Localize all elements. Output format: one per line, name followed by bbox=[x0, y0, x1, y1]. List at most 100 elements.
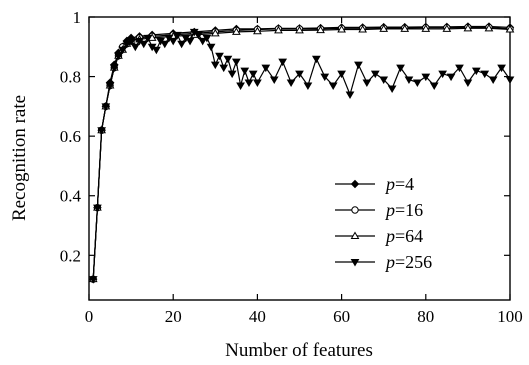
data-point bbox=[413, 79, 422, 88]
data-point bbox=[379, 24, 389, 32]
data-point bbox=[151, 46, 161, 55]
data-point bbox=[404, 76, 414, 85]
series-line bbox=[92, 27, 511, 280]
data-point bbox=[160, 40, 170, 49]
data-point bbox=[227, 70, 237, 79]
data-point bbox=[345, 91, 355, 99]
data-point bbox=[244, 79, 254, 88]
data-point bbox=[358, 25, 368, 33]
data-point bbox=[114, 52, 123, 61]
legend-label: p=64 bbox=[384, 226, 423, 246]
data-point bbox=[463, 23, 473, 32]
data-point bbox=[253, 26, 262, 35]
legend-label: p=16 bbox=[384, 200, 423, 220]
legend-marker bbox=[350, 231, 360, 239]
data-point bbox=[278, 58, 288, 67]
data-point bbox=[210, 61, 220, 70]
data-point bbox=[253, 79, 262, 88]
data-point bbox=[248, 70, 258, 79]
data-point bbox=[122, 40, 132, 49]
data-point bbox=[429, 82, 439, 91]
data-point bbox=[126, 37, 136, 46]
data-point bbox=[379, 76, 389, 85]
x-tick-label: 0 bbox=[85, 307, 94, 326]
data-point bbox=[143, 34, 153, 43]
data-point bbox=[185, 37, 195, 46]
data-point bbox=[400, 24, 410, 32]
data-point bbox=[505, 25, 515, 33]
data-point bbox=[168, 37, 178, 46]
data-point bbox=[295, 70, 304, 79]
y-tick-label: 1 bbox=[73, 8, 82, 27]
legend-marker bbox=[350, 179, 360, 189]
series-1 bbox=[89, 23, 514, 283]
data-point bbox=[173, 31, 182, 40]
data-point bbox=[194, 31, 203, 40]
data-point bbox=[328, 82, 338, 91]
data-point bbox=[320, 73, 330, 82]
data-point bbox=[295, 25, 304, 34]
data-point bbox=[446, 73, 456, 82]
data-point bbox=[202, 34, 212, 43]
data-point bbox=[210, 28, 220, 37]
legend-marker bbox=[350, 259, 360, 267]
x-axis-title: Number of features bbox=[225, 340, 373, 361]
data-point bbox=[484, 23, 494, 32]
data-point bbox=[396, 64, 405, 73]
data-point bbox=[93, 204, 102, 213]
series-0 bbox=[89, 22, 515, 284]
data-point bbox=[88, 276, 98, 284]
series-2 bbox=[88, 23, 515, 283]
data-point bbox=[118, 46, 128, 55]
data-point bbox=[261, 64, 271, 73]
data-point bbox=[337, 25, 346, 33]
data-point bbox=[354, 61, 363, 70]
data-point bbox=[101, 103, 111, 111]
data-point bbox=[269, 76, 279, 85]
data-point bbox=[274, 25, 283, 34]
legend: p=4 p=16 p=64 p=256 bbox=[335, 174, 432, 272]
data-point bbox=[337, 70, 346, 79]
y-axis-ticks: 0.2 0.4 0.6 0.8 1 bbox=[60, 8, 510, 265]
data-point bbox=[130, 43, 140, 52]
legend-entry: p=64 bbox=[335, 226, 423, 246]
series-layer bbox=[88, 22, 515, 284]
data-point bbox=[206, 43, 216, 52]
x-tick-label: 40 bbox=[249, 307, 266, 326]
series-line bbox=[92, 30, 511, 280]
x-tick-label: 20 bbox=[165, 307, 182, 326]
y-tick-label: 0.8 bbox=[60, 68, 81, 87]
data-point bbox=[488, 76, 498, 85]
data-point bbox=[286, 79, 296, 88]
data-point bbox=[316, 25, 325, 34]
data-point bbox=[303, 82, 313, 91]
data-point bbox=[109, 64, 119, 73]
data-point bbox=[219, 64, 229, 73]
x-tick-label: 100 bbox=[497, 307, 523, 326]
legend-label: p=4 bbox=[384, 174, 414, 194]
data-point bbox=[442, 24, 452, 32]
series-line bbox=[92, 26, 511, 280]
legend-entry: p=256 bbox=[335, 252, 432, 272]
data-point bbox=[240, 67, 250, 76]
y-tick-label: 0.2 bbox=[60, 246, 81, 265]
data-point bbox=[455, 64, 464, 73]
data-point bbox=[471, 67, 481, 76]
data-point bbox=[198, 37, 208, 46]
y-tick-label: 0.4 bbox=[60, 187, 82, 206]
data-point bbox=[421, 73, 431, 82]
data-point bbox=[97, 127, 107, 135]
data-point bbox=[421, 24, 431, 32]
data-point bbox=[231, 27, 241, 35]
data-point bbox=[215, 52, 224, 61]
data-point bbox=[463, 79, 473, 88]
data-point bbox=[505, 76, 515, 85]
data-point bbox=[223, 55, 233, 64]
y-tick-label: 0.6 bbox=[60, 127, 81, 146]
legend-entry: p=16 bbox=[335, 200, 423, 220]
legend-label: p=256 bbox=[384, 252, 432, 272]
x-tick-label: 80 bbox=[417, 307, 434, 326]
series-line bbox=[92, 25, 511, 280]
data-point bbox=[231, 58, 241, 67]
